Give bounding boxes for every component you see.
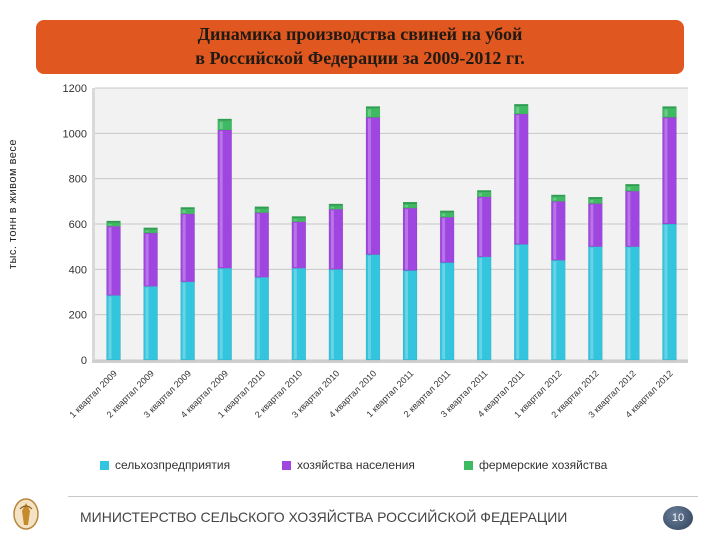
bar-segment-agro [625,246,640,361]
bar-segment-highlight [516,245,520,359]
bar-segment-highlight [627,187,631,191]
bar-top-cap [662,106,677,109]
bar-top-cap [514,104,529,107]
bar-segment-highlight [442,263,446,359]
bar-segment-highlight [553,202,557,260]
y-tick-label: 400 [69,264,87,276]
bar-segment-highlight [405,205,409,208]
bar-segment-highlight [627,192,631,246]
bar-top-cap [365,106,380,109]
bar-top-cap [551,194,566,197]
bar-segment-highlight [664,225,668,359]
legend-label-farmers: фермерские хозяйства [479,458,608,472]
bar-top-cap [254,206,269,209]
legend-label-agro: сельхозпредприятия [115,458,231,472]
bar-segment-highlight [330,270,334,359]
bar-segment-highlight [182,282,186,359]
bar-segment-highlight [219,130,223,268]
bar-segment-highlight [219,269,223,359]
bar-top-cap [403,202,418,205]
title-line-1: Динамика производства свиней на убой [197,24,523,44]
bar-segment-highlight [664,109,668,117]
title-line-2: в Российской Федерации за 2009-2012 гг. [195,48,525,68]
bar-segment-highlight [479,197,483,256]
bar-segment-highlight [182,210,186,213]
bar-segment-highlight [145,234,149,286]
y-tick-label: 800 [69,174,87,186]
legend-swatch-farmers [464,461,473,471]
bar-segment-highlight [553,261,557,359]
bar-segment-highlight [367,109,371,117]
legend-item-households: хозяйства населения [282,458,415,472]
bar-segment-highlight [442,218,446,262]
bar-top-cap [440,210,455,213]
bar-top-cap [291,216,306,219]
legend-item-agro: сельхозпредприятия [100,458,230,472]
bar-top-cap [180,207,195,210]
bar-segment-agro [328,269,344,361]
bar-segment-highlight [293,269,297,359]
bar-segment-highlight [516,115,520,244]
bar-segment-highlight [219,121,223,129]
bar-segment-highlight [516,107,520,114]
legend-swatch-agro [100,461,109,471]
bar-segment-highlight [367,118,371,254]
bar-segment-highlight [367,255,371,359]
bar-segment-highlight [442,213,446,217]
bar-segment-highlight [627,247,631,359]
y-tick-label: 200 [69,310,87,322]
bar-segment-highlight [405,209,409,270]
ministry-emblem-icon [13,498,39,530]
bar-top-cap [106,220,121,223]
page-number-badge: 10 [663,506,693,530]
bar-top-cap [217,118,232,121]
bar-segment-highlight [145,287,149,359]
bar-segment-highlight [479,193,483,196]
legend-item-farmers: фермерские хозяйства [464,458,607,472]
bar-segment-highlight [256,213,260,277]
y-tick-label: 1000 [63,128,87,140]
page-title: Динамика производства свиней на убой в Р… [36,22,684,70]
bar-segment-highlight [590,200,594,203]
bar-segment-highlight [293,222,297,268]
bar-segment-highlight [293,219,297,221]
bar-segment-highlight [664,118,668,223]
bar-segment-highlight [108,227,112,295]
title-banner [36,20,684,74]
bar-top-cap [625,184,640,187]
bar-segment-highlight [479,257,483,359]
y-tick-label: 0 [81,355,87,367]
bar-segment-highlight [145,230,149,233]
bar-segment-highlight [108,223,112,226]
bar-top-cap [328,203,343,206]
bar-segment-highlight [330,210,334,269]
footer-divider [68,496,698,497]
bar-segment-highlight [590,247,594,359]
legend-swatch-households [282,461,291,471]
plot-floor [92,360,688,363]
bar-segment-highlight [405,271,409,359]
y-tick-label: 600 [69,219,87,231]
footer-ministry-name: МИНИСТЕРСТВО СЕЛЬСКОГО ХОЗЯЙСТВА РОССИЙС… [80,509,568,525]
legend-label-households: хозяйства населения [297,458,415,472]
bar-top-cap [143,227,158,230]
bar-segment-highlight [330,206,334,209]
bar-segment-highlight [590,204,594,246]
bar-segment-highlight [108,296,112,359]
bar-segment-households [291,221,307,269]
plot-side-wall [92,88,95,363]
bar-top-cap [588,197,603,200]
bar-segment-highlight [182,214,186,281]
bar-segment-highlight [553,197,557,201]
y-tick-label: 1200 [63,83,87,95]
bar-segment-highlight [256,209,260,212]
bar-segment-highlight [256,278,260,359]
bar-top-cap [477,190,492,193]
